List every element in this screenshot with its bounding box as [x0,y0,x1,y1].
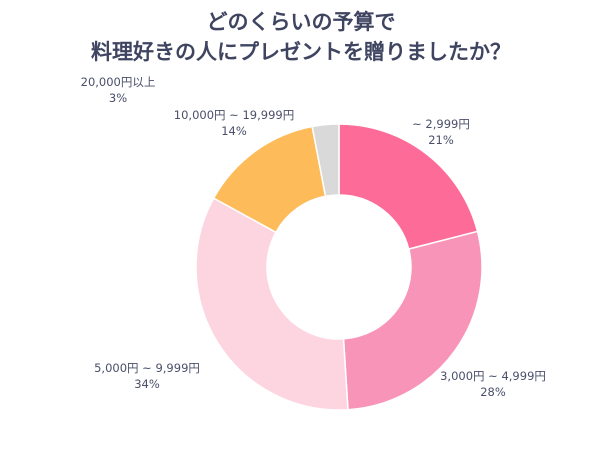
slice-category-label-1: ~ 2,999円 [412,117,470,131]
chart-title-line-2: 料理好きの人にプレゼントを贈りましたか？ [91,40,511,64]
slice-value-label-3: 34% [134,377,160,391]
donut-slice-5 [311,123,340,198]
chart-title-line-1: どのくらいの予算で [206,10,396,34]
donut-slices [195,123,483,411]
donut-slice-2 [342,230,483,411]
slice-category-label-5: 20,000円以上 [81,75,156,89]
slice-value-label-5: 3% [109,91,127,105]
donut-slice-3 [195,197,349,411]
slice-value-label-2: 28% [480,385,506,399]
donut-labels: ~ 2,999円 21% 3,000円 ~ 4,999円 28% 5,000円 ~ 9,… [81,75,546,399]
slice-category-label-3: 5,000円 ~ 9,999円 [94,361,200,375]
donut-slice-1 [338,123,479,251]
slice-value-label-1: 21% [428,133,454,147]
slice-category-label-4: 10,000円 ~ 19,999円 [174,108,294,122]
slice-value-label-4: 14% [221,124,247,138]
slice-category-label-2: 3,000円 ~ 4,999円 [440,369,546,383]
